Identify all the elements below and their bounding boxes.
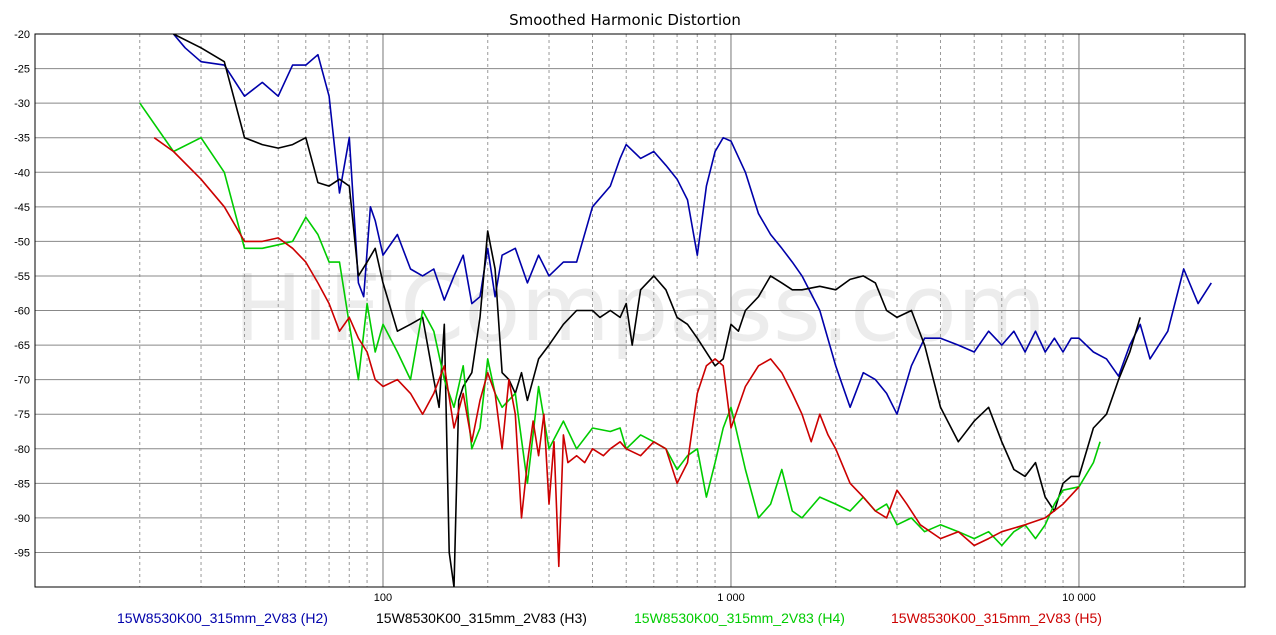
y-tick-label: -55 xyxy=(14,271,30,283)
legend-entry-1: 15W8530K00_315mm_2V83 (H2) xyxy=(117,610,328,626)
legend-entry-3: 15W8530K00_315mm_2V83 (H4) xyxy=(634,610,845,626)
y-tick-label: -30 xyxy=(14,98,30,110)
y-tick-label: -20 xyxy=(14,29,30,41)
series-line-1 xyxy=(172,34,1212,415)
y-tick-label: -90 xyxy=(14,513,30,525)
y-tick-label: -95 xyxy=(14,547,30,559)
plot-border xyxy=(34,33,1246,588)
y-tick-label: -25 xyxy=(14,64,30,76)
y-tick-label: -50 xyxy=(14,236,30,248)
y-tick-label: -40 xyxy=(14,167,30,179)
y-tick-label: -70 xyxy=(14,375,30,387)
x-tick-label: 10 000 xyxy=(1062,592,1096,604)
watermark: HiFiCompass.com xyxy=(233,255,1046,362)
y-tick-label: -85 xyxy=(14,478,30,490)
legend: 15W8530K00_315mm_2V83 (H2) 15W8530K00_315… xyxy=(117,610,1102,626)
grid xyxy=(34,33,1246,588)
x-tick-label: 100 xyxy=(374,592,392,604)
legend-entry-2: 15W8530K00_315mm_2V83 (H3) xyxy=(376,610,587,626)
y-tick-label: -60 xyxy=(14,306,30,318)
chart-title: Smoothed Harmonic Distortion xyxy=(509,11,741,29)
legend-entry-4: 15W8530K00_315mm_2V83 (H5) xyxy=(891,610,1102,626)
y-tick-label: -65 xyxy=(14,340,30,352)
tick-labels: -20 -25 -30 -35 -40 -45 -50 -55 -60 -65 -70 -75 -80 -… xyxy=(14,29,1096,604)
series-line-4 xyxy=(153,137,1080,568)
y-tick-label: -45 xyxy=(14,202,30,214)
x-tick-label: 1 000 xyxy=(717,592,745,604)
series-line-2 xyxy=(173,34,1141,587)
y-tick-label: -80 xyxy=(14,444,30,456)
y-tick-label: -75 xyxy=(14,409,30,421)
y-tick-label: -35 xyxy=(14,133,30,145)
series-line-3 xyxy=(139,102,1101,547)
series-lines xyxy=(139,34,1212,587)
